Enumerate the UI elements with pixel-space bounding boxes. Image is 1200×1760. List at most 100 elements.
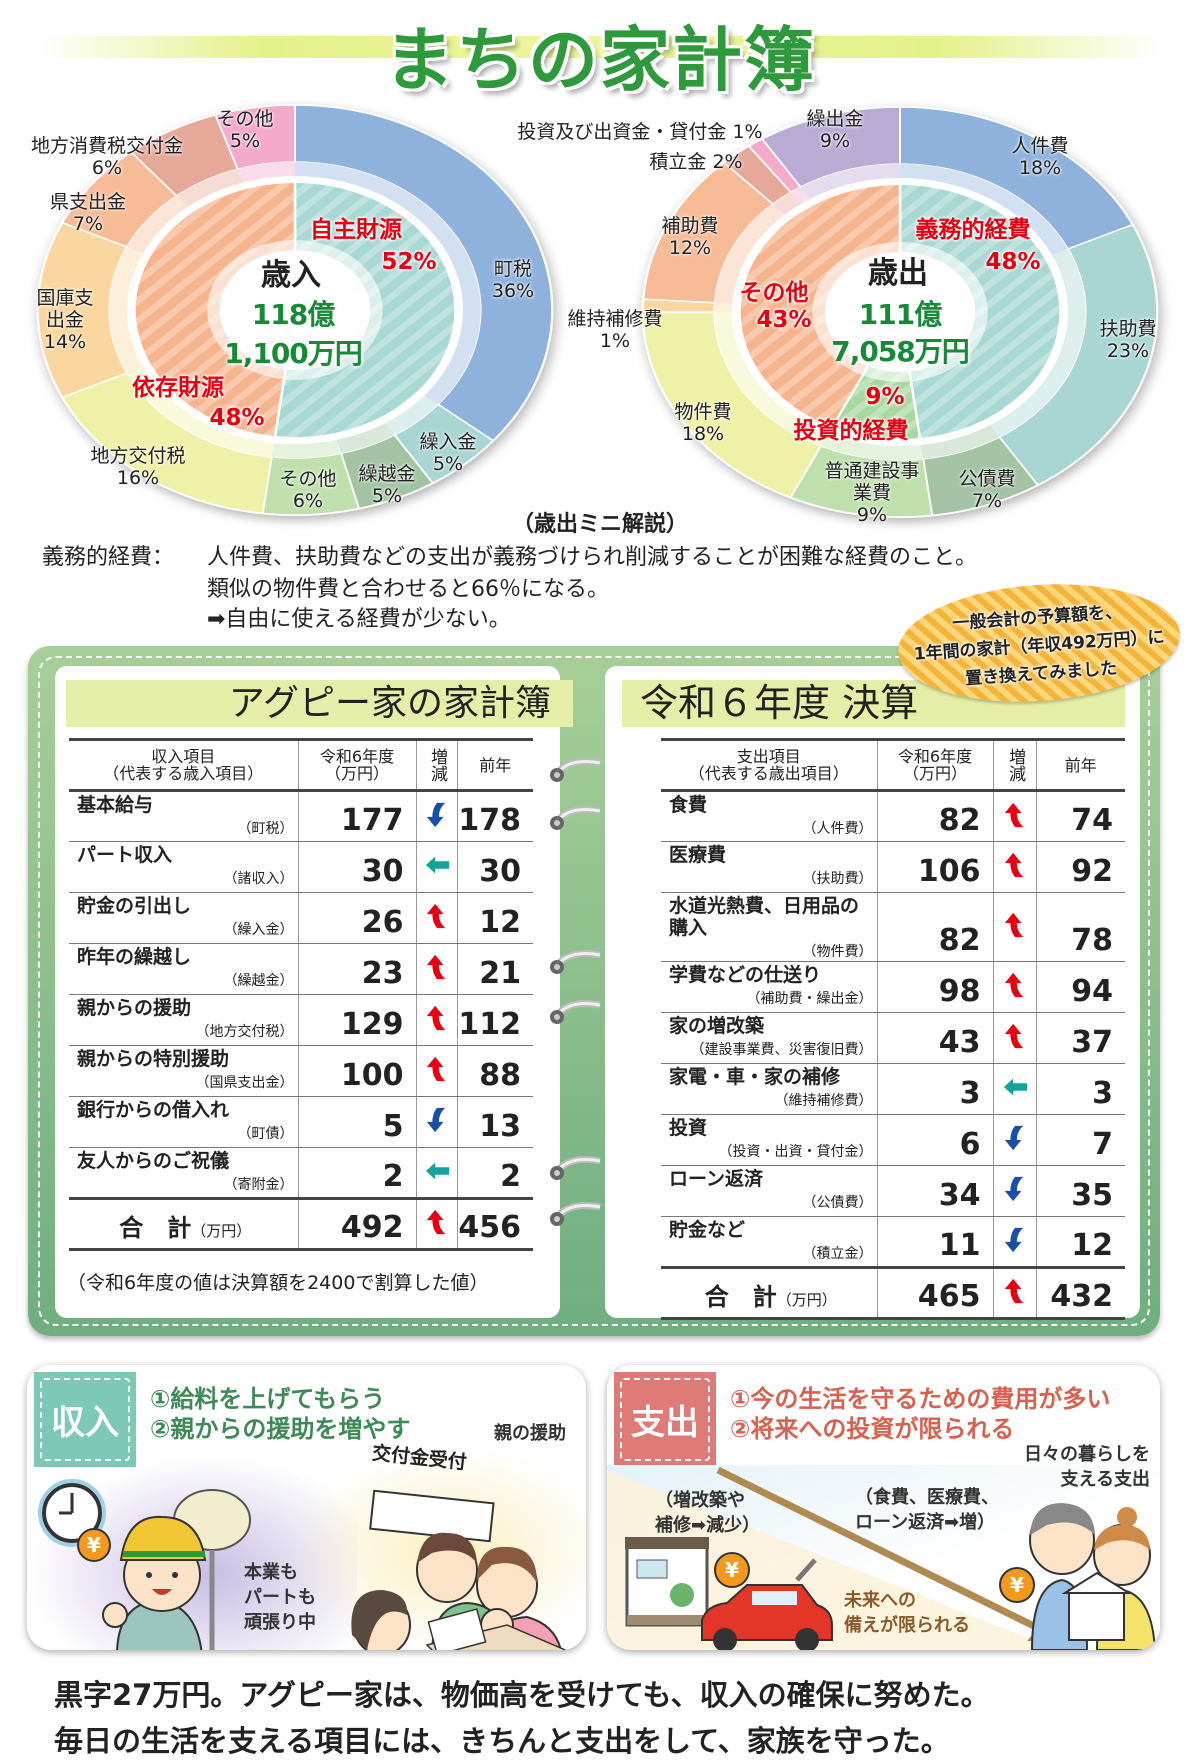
income-point: ①給料を上げてもらう <box>150 1385 386 1413</box>
change-cell <box>992 790 1036 842</box>
item-category: （町債） <box>237 1126 294 1142</box>
explanation-line: 人件費、扶助費などの支出が義務づけられ削減することが困難な経費のこと。 <box>207 545 978 570</box>
col-header-change: 増減 <box>415 739 457 791</box>
page-title: まちの家計簿 <box>384 19 816 101</box>
outer-slice-rim <box>790 187 810 204</box>
item-category: （扶助費） <box>802 871 873 887</box>
change-cell <box>415 1147 457 1199</box>
slice-label: 積立金 2% <box>649 151 742 173</box>
outer-slice-rim <box>714 302 733 312</box>
change-cell <box>992 892 1036 962</box>
current-value: 2 <box>297 1147 416 1199</box>
outer-slice-rim <box>385 395 439 435</box>
inner-slice-percent: 9% <box>865 384 905 410</box>
item-name: 水道光熱費、日用品の購入 <box>669 895 860 939</box>
item-cell: 貯金の引出し （繰入金） <box>69 892 298 944</box>
current-value: 30 <box>297 841 416 893</box>
caption-line: 補修➡減少） <box>655 1515 761 1536</box>
work-caption: 本業も <box>244 1562 298 1583</box>
item-cell: 家の増改築 （建設事業費、災害復旧費） <box>661 1012 877 1064</box>
current-value: 106 <box>876 841 993 893</box>
work-caption: パートも <box>244 1587 316 1608</box>
work-caption: 頑張り中 <box>244 1612 316 1633</box>
income-table: 収入項目 （代表する歳入項目） 令和6年度 （万円） 増減 前年 基本給与 （町税） 1… <box>69 738 533 1251</box>
outer-slice <box>214 104 296 171</box>
change-cell <box>415 994 457 1046</box>
slice-percent: 18% <box>681 423 725 445</box>
expense-panel: 支出 ①今の生活を守るための費用が多い ②将来への投資が限られる ¥ ¥ 日々の… <box>607 1365 1160 1650</box>
pie-title: 歳出 <box>868 256 928 291</box>
inner-slice-label: 自主財源 <box>310 217 402 243</box>
expense-title-band: 令和６年度 決算 <box>622 680 1125 727</box>
total-previous-value: 456 <box>456 1198 533 1250</box>
change-cell <box>415 841 457 893</box>
current-value: 11 <box>876 1216 993 1268</box>
mini-explanation-heading: （歳出ミニ解説） <box>511 512 688 537</box>
slice-label: その他 6% <box>279 468 336 512</box>
expense-title: 令和６年度 決算 <box>640 681 919 725</box>
total-current-value: 492 <box>297 1198 416 1250</box>
item-cell: 親からの特別援助 （国県支出金） <box>69 1045 298 1097</box>
outer-slice-rim <box>921 425 1000 459</box>
outer-slice-rim <box>990 248 1086 437</box>
current-value: 5 <box>297 1096 416 1148</box>
slice-percent: 12% <box>668 237 712 259</box>
slice-label: 繰入金 5% <box>419 431 476 475</box>
outer-slice-rim <box>295 162 481 405</box>
current-value: 43 <box>876 1012 993 1064</box>
total-current-value: 465 <box>876 1267 993 1319</box>
inner-slice-label: その他 <box>739 280 809 306</box>
table-row: 貯金の引出し （繰入金） 26 12 <box>69 892 533 944</box>
binder-ring-icon <box>550 1156 601 1180</box>
slice-name: 繰出金 <box>806 108 864 130</box>
total-previous-value: 432 <box>1035 1267 1125 1319</box>
item-cell: 基本給与 （町税） <box>69 790 298 842</box>
increase-caption: （食費、医療費、 ローン返済➡増） <box>855 1485 999 1535</box>
current-value: 100 <box>297 1045 416 1097</box>
table-row: 親からの援助 （地方交付税） 129 112 <box>69 994 533 1046</box>
item-category: （町税） <box>237 821 294 837</box>
pie-total-man: 7,058万円 <box>831 335 970 368</box>
slice-percent: 6% <box>91 157 123 179</box>
slice-label: 公債費 7% <box>958 468 1015 512</box>
item-category: （国県支出金） <box>195 1075 294 1091</box>
item-cell: 家電・車・家の補修 （維持補修費） <box>661 1063 877 1115</box>
inner-slice-percent: 48% <box>985 249 1041 275</box>
slice-percent: 2% <box>712 151 743 173</box>
binder-ring-icon <box>550 806 601 830</box>
increase-arrow-icon <box>426 1005 445 1031</box>
pie-total-oku: 118億 <box>251 298 335 331</box>
item-category: （公債費） <box>802 1195 873 1211</box>
item-name: 家電・車・家の補修 <box>669 1066 841 1088</box>
current-value: 82 <box>876 790 993 842</box>
change-cell <box>992 1216 1036 1268</box>
slice-name: 投資及び出資金・貸付金 <box>517 121 727 143</box>
item-cell: 投資 （投資・出資・貸付金） <box>661 1114 877 1166</box>
previous-value: 7 <box>1035 1114 1125 1166</box>
table-row: 食費 （人件費） 82 74 <box>661 790 1125 842</box>
outer-slice <box>294 104 553 442</box>
item-category: （寄附金） <box>223 1177 294 1193</box>
col-header-current: 令和6年度 （万円） <box>297 739 416 791</box>
outer-slice-rim <box>176 169 244 207</box>
item-category: （補助費・繰出金） <box>746 991 873 1007</box>
change-cell <box>992 841 1036 893</box>
change-cell <box>992 1012 1036 1064</box>
outer-slice-rim <box>336 423 395 454</box>
col-header-item: 支出項目 （代表する歳出項目） <box>688 747 849 783</box>
slice-name: 人件費 <box>1011 135 1069 157</box>
pie-center <box>219 250 371 370</box>
conclusion-line: 毎日の生活を支える項目には、きちんと支出をして、家族を守った。 <box>54 1724 950 1758</box>
item-name: 友人からのご祝儀 <box>77 1150 230 1172</box>
slice-label: 物件費 18% <box>674 401 731 445</box>
yen-coin-icon: ¥ <box>999 1567 1035 1603</box>
caption-line: 支える支出 <box>1060 1469 1150 1490</box>
income-illustration: ¥ <box>38 1479 568 1650</box>
car-icon <box>701 1558 833 1650</box>
item-category: （諸収入） <box>223 871 294 887</box>
slice-percent: 7% <box>72 213 104 235</box>
slice-name: 物件費 <box>674 401 732 423</box>
parents-support-caption: 親の援助 <box>494 1423 566 1444</box>
slice-label: その他 5% <box>216 108 273 152</box>
increase-arrow-icon <box>1004 1023 1023 1049</box>
